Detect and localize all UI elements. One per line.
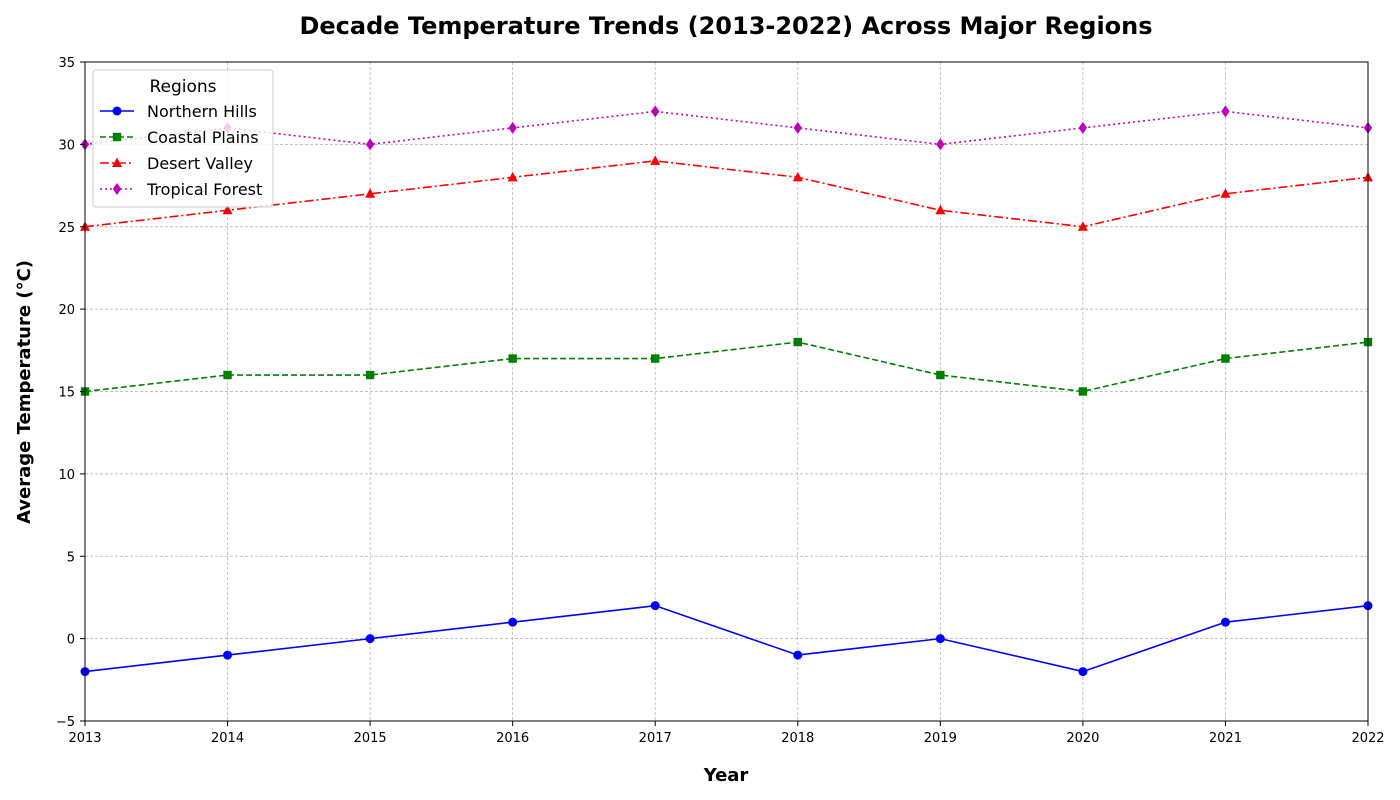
y-tick-label: 30 — [58, 138, 75, 153]
y-tick-label: 20 — [58, 303, 75, 318]
data-point — [223, 370, 232, 380]
data-point — [936, 370, 945, 380]
y-tick-label: −5 — [56, 715, 75, 730]
y-tick-label: 25 — [58, 221, 75, 236]
y-tick-label: 15 — [58, 386, 75, 401]
data-point — [222, 204, 233, 215]
legend-label: Northern Hills — [147, 102, 257, 121]
legend-item: Coastal Plains — [100, 128, 259, 147]
legend-item: Tropical Forest — [100, 180, 262, 199]
legend-marker — [112, 106, 122, 116]
data-point — [507, 171, 518, 182]
legend-marker — [112, 157, 122, 167]
x-tick-label: 2019 — [924, 731, 957, 746]
data-point — [793, 650, 803, 660]
data-point — [365, 370, 375, 380]
legend-marker — [112, 183, 122, 195]
series-line — [84, 604, 1369, 673]
chart-title: Decade Temperature Trends (2013-2022) Ac… — [299, 12, 1152, 40]
legend-item: Desert Valley — [100, 154, 253, 173]
x-tick-label: 2018 — [781, 731, 814, 746]
data-point — [1078, 121, 1088, 134]
data-point — [651, 105, 660, 118]
data-point — [936, 138, 945, 151]
data-point — [792, 171, 803, 182]
grid — [85, 62, 1368, 721]
data-point — [793, 337, 802, 347]
x-tick-label: 2020 — [1066, 731, 1099, 746]
data-point — [650, 601, 660, 611]
data-point — [793, 121, 802, 134]
y-tick-label: 10 — [58, 468, 75, 483]
data-point — [1221, 354, 1230, 363]
data-point — [365, 188, 376, 198]
data-point — [1220, 188, 1231, 198]
data-point — [1078, 667, 1088, 677]
legend-marker — [112, 132, 122, 142]
y-tick-label: 0 — [67, 633, 75, 648]
series-desert-valley — [80, 155, 1373, 231]
data-point — [223, 650, 233, 660]
data-point — [1078, 387, 1088, 396]
data-point — [365, 634, 375, 644]
data-point — [365, 138, 375, 151]
data-point — [935, 634, 945, 644]
legend: Regions Northern Hills Coastal Plains Deser… — [92, 69, 274, 208]
data-point — [508, 354, 517, 363]
series-line — [84, 341, 1369, 393]
x-axis-label: Year — [703, 765, 749, 786]
data-point — [651, 354, 660, 363]
data-point — [650, 155, 661, 165]
series-lines — [80, 105, 1373, 677]
data-point — [508, 617, 518, 627]
legend-label: Desert Valley — [147, 154, 253, 173]
y-tick-label: 35 — [58, 56, 75, 71]
legend-box — [92, 69, 274, 208]
data-point — [935, 204, 946, 215]
data-point — [1221, 105, 1230, 118]
legend-title: Regions — [149, 77, 216, 97]
series-coastal-plains — [80, 337, 1373, 396]
x-tick-label: 2016 — [496, 731, 529, 746]
ticks: 2013 2014 2015 2016 2017 2018 2019 2020 2021 2022… — [56, 56, 1385, 746]
y-tick-label: 5 — [67, 550, 75, 565]
legend-item: Northern Hills — [100, 102, 257, 121]
x-tick-label: 2013 — [68, 731, 101, 746]
data-point — [508, 121, 517, 134]
x-tick-label: 2015 — [354, 731, 387, 746]
data-point — [1220, 617, 1230, 627]
series-northern-hills — [80, 601, 1373, 677]
x-tick-label: 2017 — [639, 731, 672, 746]
x-tick-label: 2022 — [1351, 731, 1384, 746]
legend-label: Coastal Plains — [147, 128, 259, 147]
series-line — [84, 160, 1369, 228]
y-axis-label: Average Temperature (°C) — [14, 260, 35, 524]
series-line — [84, 110, 1369, 146]
legend-label: Tropical Forest — [146, 180, 262, 199]
x-tick-label: 2014 — [211, 731, 244, 746]
data-point — [1077, 221, 1088, 231]
x-tick-label: 2021 — [1209, 731, 1242, 746]
series-tropical-forest — [80, 105, 1373, 151]
